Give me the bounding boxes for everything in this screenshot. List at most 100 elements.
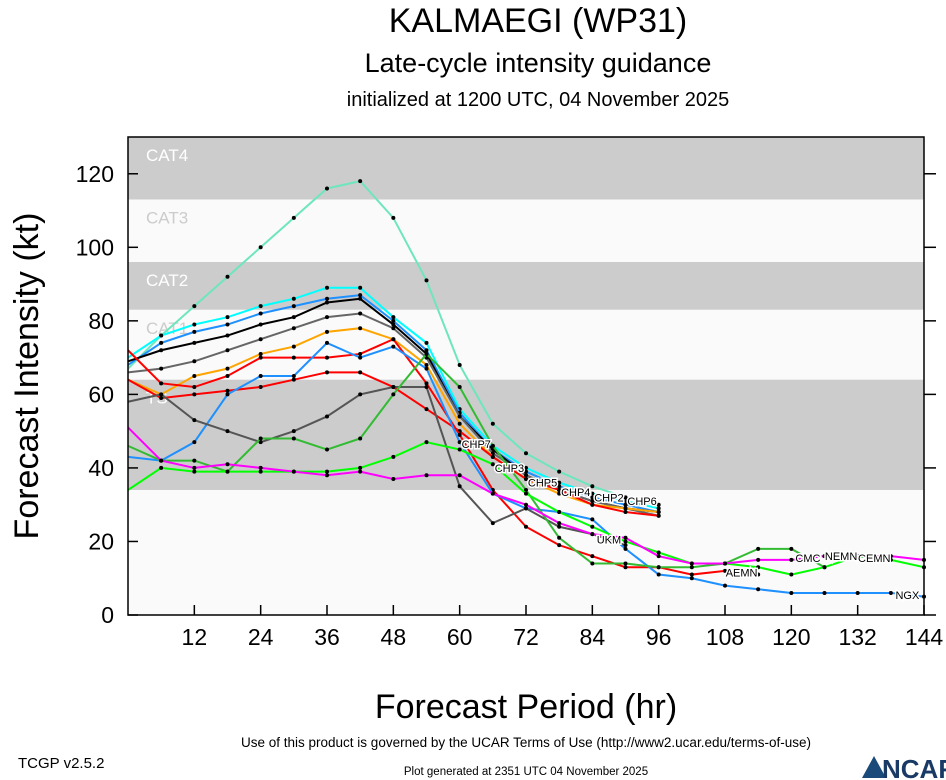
data-point bbox=[789, 557, 794, 562]
data-point bbox=[159, 458, 164, 463]
data-point bbox=[391, 392, 396, 397]
data-point bbox=[192, 469, 197, 474]
y-tick-label: 20 bbox=[88, 528, 114, 554]
data-point bbox=[192, 304, 197, 309]
data-point bbox=[457, 440, 462, 445]
data-point bbox=[291, 374, 296, 378]
data-point bbox=[325, 300, 329, 305]
series-label: NEMN bbox=[825, 551, 857, 563]
data-point bbox=[291, 344, 296, 349]
data-point bbox=[557, 491, 562, 496]
series-label: UKM bbox=[597, 535, 621, 547]
band-label: CAT1 bbox=[146, 319, 188, 338]
x-tick-label: 60 bbox=[447, 624, 473, 650]
data-point bbox=[391, 318, 396, 323]
series-nemn bbox=[127, 426, 926, 566]
data-point bbox=[623, 565, 628, 570]
data-point bbox=[192, 329, 197, 334]
data-point bbox=[623, 510, 628, 515]
data-point bbox=[391, 215, 396, 220]
data-point bbox=[623, 546, 628, 551]
series-label: CEMN bbox=[858, 553, 890, 565]
data-point bbox=[590, 484, 595, 489]
series-group bbox=[127, 179, 926, 599]
y-tick-label: 40 bbox=[88, 455, 114, 481]
x-tick-label: 72 bbox=[513, 624, 539, 650]
data-point bbox=[325, 473, 329, 478]
data-point bbox=[656, 513, 661, 518]
x-tick-label: 120 bbox=[772, 624, 810, 650]
data-point bbox=[325, 329, 329, 334]
x-tick-label: 96 bbox=[646, 624, 672, 650]
data-point bbox=[557, 543, 562, 548]
data-point bbox=[590, 491, 595, 496]
data-point bbox=[192, 418, 197, 423]
data-point bbox=[623, 543, 628, 548]
data-point bbox=[590, 495, 595, 500]
data-point bbox=[756, 546, 761, 551]
data-point bbox=[524, 491, 528, 496]
data-point bbox=[325, 469, 329, 474]
series-line bbox=[127, 386, 626, 547]
data-point bbox=[888, 557, 893, 562]
data-point bbox=[358, 293, 363, 298]
data-point bbox=[325, 370, 329, 375]
x-tick-label: 108 bbox=[706, 624, 744, 650]
data-point bbox=[391, 315, 396, 320]
data-point bbox=[524, 465, 528, 470]
data-point bbox=[225, 366, 230, 371]
data-point bbox=[358, 465, 363, 470]
data-point bbox=[524, 451, 528, 456]
data-point bbox=[524, 506, 528, 511]
data-point bbox=[358, 296, 363, 301]
data-point bbox=[192, 359, 197, 364]
data-point bbox=[258, 385, 263, 390]
data-point bbox=[291, 429, 296, 434]
band-cat2 bbox=[128, 262, 924, 310]
data-point bbox=[159, 465, 164, 470]
data-point bbox=[325, 315, 329, 320]
data-point bbox=[258, 355, 263, 360]
data-point bbox=[424, 473, 429, 478]
data-point bbox=[623, 535, 628, 540]
series-label: CHP7 bbox=[462, 439, 491, 451]
data-point bbox=[888, 590, 893, 595]
series-label: NGX bbox=[895, 590, 920, 602]
data-point bbox=[656, 506, 661, 511]
data-point bbox=[358, 370, 363, 375]
data-point bbox=[225, 374, 230, 378]
data-point bbox=[623, 506, 628, 511]
data-point bbox=[258, 465, 263, 470]
data-point bbox=[258, 311, 263, 316]
x-tick-label: 144 bbox=[905, 624, 944, 650]
init-line: initialized at 1200 UTC, 04 November 202… bbox=[347, 89, 729, 111]
data-point bbox=[192, 440, 197, 445]
data-point bbox=[689, 561, 694, 566]
data-point bbox=[656, 572, 661, 577]
data-point bbox=[159, 396, 164, 401]
data-point bbox=[623, 561, 628, 566]
data-point bbox=[457, 362, 462, 367]
data-point bbox=[358, 311, 363, 316]
data-point bbox=[524, 469, 528, 474]
data-point bbox=[557, 484, 562, 489]
data-point bbox=[557, 535, 562, 540]
data-point bbox=[192, 392, 197, 397]
data-point bbox=[689, 572, 694, 577]
data-point bbox=[291, 326, 296, 331]
data-point bbox=[457, 432, 462, 437]
chart-subtitle: Late-cycle intensity guidance bbox=[365, 48, 712, 78]
data-point bbox=[192, 465, 197, 470]
data-point bbox=[192, 385, 197, 390]
data-point bbox=[325, 355, 329, 360]
data-point bbox=[656, 510, 661, 515]
y-axis-label: Forecast Intensity (kt) bbox=[8, 213, 46, 540]
data-point bbox=[258, 440, 263, 445]
data-point bbox=[590, 502, 595, 507]
data-point bbox=[490, 451, 495, 456]
data-point bbox=[358, 436, 363, 441]
series-label: AEMN bbox=[726, 568, 758, 580]
series-chp2 bbox=[127, 285, 661, 511]
band-cat4 bbox=[128, 137, 924, 200]
